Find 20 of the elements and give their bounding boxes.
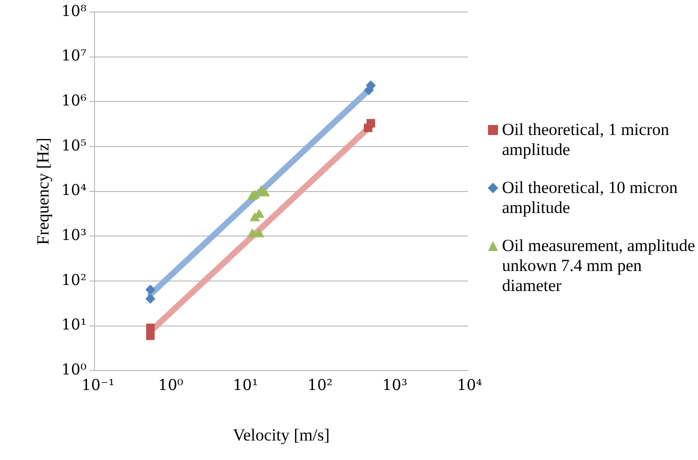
y-tick-label: 10⁶ (61, 92, 86, 110)
y-axis-title: Frequency [Hz] (34, 138, 53, 245)
legend-label: Oil theoretical, 10 micron amplitude (502, 178, 679, 218)
y-tick-label: 10¹ (61, 316, 86, 334)
y-tick-label: 10² (61, 270, 86, 289)
y-tick-label: 10⁷ (61, 46, 86, 65)
legend-label: Oil theoretical, 1 micron amplitude (502, 120, 670, 160)
x-tick-label: 10⁰ (158, 376, 184, 394)
y-tick-label: 10⁰ (61, 360, 86, 378)
y-tick-label: 10⁴ (61, 181, 86, 200)
y-tick-label: 10⁵ (61, 136, 86, 154)
y-tick-label: 10⁸ (61, 2, 86, 20)
x-axis-title: Velocity [m/s] (232, 425, 330, 444)
x-tick-label: 10⁴ (456, 376, 482, 394)
y-tick-label: 10³ (61, 226, 86, 244)
x-tick-label: 10³ (382, 376, 408, 394)
x-tick-label: 10² (308, 376, 333, 394)
legend-label: Oil measurement, amplitude unkown 7.4 mm pen diameter (502, 236, 696, 296)
x-tick-label: 10⁻¹ (81, 376, 115, 394)
x-tick-label: 10¹ (232, 376, 258, 394)
